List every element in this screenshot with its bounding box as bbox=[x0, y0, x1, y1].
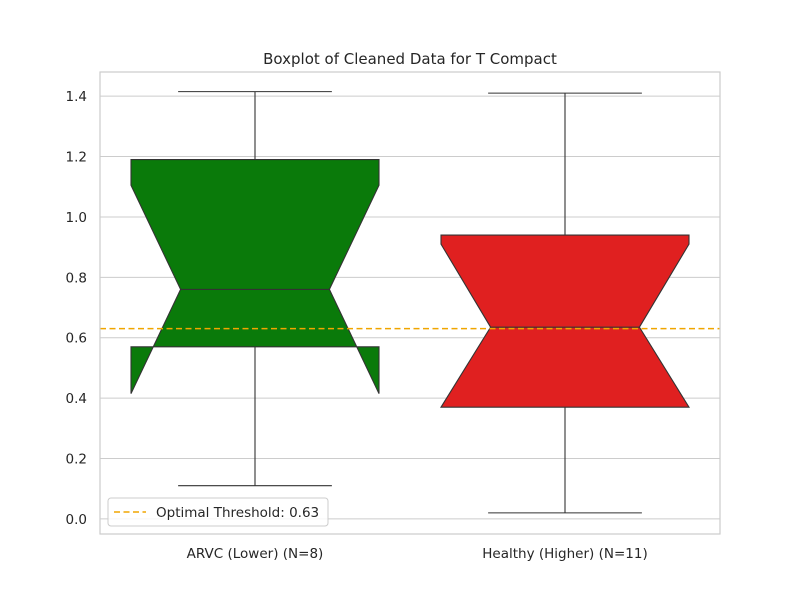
y-tick-label: 0.0 bbox=[66, 512, 87, 528]
chart-title: Boxplot of Cleaned Data for T Compact bbox=[263, 50, 557, 68]
y-tick-label: 0.6 bbox=[66, 331, 87, 347]
y-tick-label: 1.0 bbox=[66, 210, 87, 226]
y-tick-label: 0.2 bbox=[66, 452, 87, 468]
legend-box bbox=[107, 497, 329, 527]
legend-threshold-label: Optimal Threshold: 0.63 bbox=[156, 505, 319, 521]
x-tick-label: ARVC (Lower) (N=8) bbox=[187, 546, 324, 562]
box-body bbox=[440, 234, 690, 408]
y-tick-label: 0.8 bbox=[66, 270, 87, 286]
x-tick-label: Healthy (Higher) (N=11) bbox=[482, 546, 647, 562]
box-body bbox=[130, 159, 380, 394]
y-tick-label: 1.4 bbox=[66, 89, 87, 105]
plot-area: ARVC (Lower) (N=8) Healthy (Higher) (N=11… bbox=[66, 71, 721, 562]
axes-frame bbox=[99, 71, 721, 535]
y-tick-label: 1.2 bbox=[66, 150, 87, 166]
y-tick-label: 0.4 bbox=[66, 391, 87, 407]
